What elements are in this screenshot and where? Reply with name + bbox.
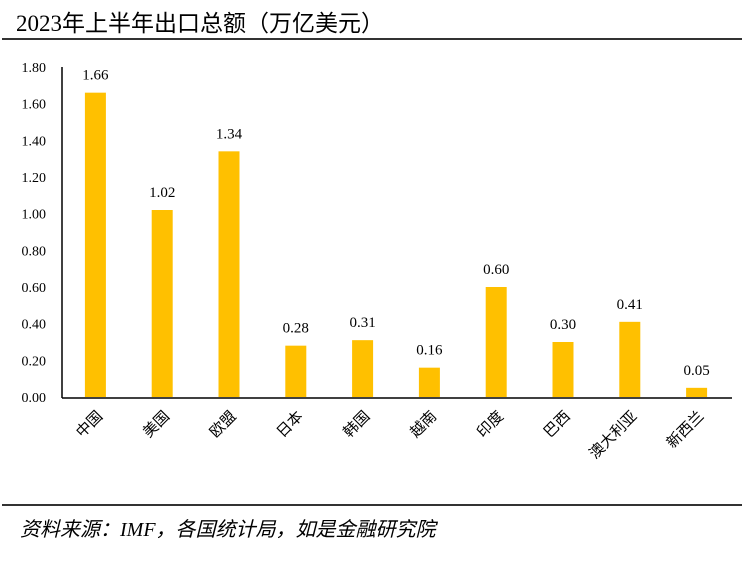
x-tick-label: 欧盟: [207, 408, 240, 441]
bar: [84, 92, 106, 398]
bar: [485, 287, 507, 397]
data-label: 0.31: [349, 315, 375, 331]
chart-title: 2023年上半年出口总额（万亿美元）: [16, 11, 384, 36]
data-label: 1.02: [149, 185, 175, 201]
bar: [619, 321, 641, 397]
y-tick-label: 0.20: [22, 354, 47, 369]
y-tick-label: 1.40: [22, 134, 47, 149]
data-label: 0.05: [683, 363, 709, 379]
x-tick-label: 印度: [474, 408, 507, 441]
x-tick-label: 美国: [140, 408, 173, 441]
bar-chart: 0.00 0.20 0.40 0.60 0.80 1.00 1.20 1.40 1.60 1.80…: [22, 61, 732, 462]
x-tick-label: 越南: [407, 408, 440, 441]
x-tick-label: 中国: [73, 408, 106, 441]
y-tick-label: 0.60: [22, 281, 47, 296]
bar: [218, 151, 240, 397]
source-note: 资料来源：IMF，各国统计局，如是金融研究院: [20, 519, 436, 541]
y-tick-label: 1.60: [22, 98, 47, 113]
y-tick-label: 1.00: [22, 208, 47, 223]
bar: [151, 210, 173, 397]
data-label: 0.28: [283, 321, 309, 337]
bar: [418, 367, 440, 397]
title-divider: [2, 38, 742, 40]
data-label: 0.60: [483, 262, 509, 278]
y-tick-label: 0.80: [22, 244, 47, 259]
data-label: 0.30: [550, 317, 576, 333]
data-label: 1.66: [82, 68, 109, 84]
bar: [552, 342, 574, 397]
data-label: 1.34: [216, 126, 243, 142]
x-tick-label: 韩国: [340, 408, 373, 441]
bar: [686, 387, 708, 397]
y-tick-label: 0.40: [22, 318, 47, 333]
y-tick-label: 0.00: [22, 391, 47, 406]
bar: [352, 340, 374, 397]
source-divider: [2, 504, 742, 506]
y-tick-label: 1.20: [22, 171, 47, 186]
x-tick-label: 日本: [273, 408, 306, 441]
x-tick-label: 澳大利亚: [586, 408, 640, 462]
x-tick-label: 巴西: [541, 409, 574, 442]
data-label: 0.41: [617, 297, 643, 313]
data-label: 0.16: [416, 343, 443, 359]
bar: [285, 345, 307, 397]
y-tick-label: 1.80: [22, 61, 47, 76]
x-tick-label: 新西兰: [664, 408, 708, 452]
